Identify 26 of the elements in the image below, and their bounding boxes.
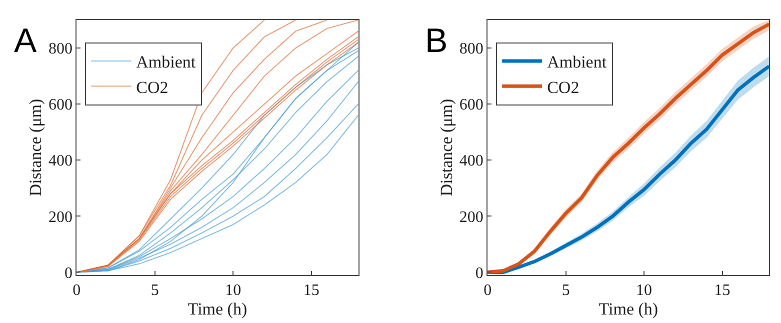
y-tick-label: 800: [48, 40, 72, 58]
y-tick-label: 200: [48, 208, 72, 226]
y-tick-label: 0: [64, 264, 72, 282]
x-tick-label: 5: [150, 282, 159, 300]
x-tick-label: 10: [636, 282, 652, 300]
y-axis-title: Distance (μm): [436, 98, 456, 196]
y-tick-label: 200: [459, 208, 484, 226]
legend-label: Ambient: [547, 52, 607, 72]
legend-label: CO2: [547, 78, 580, 97]
y-tick-label: 600: [459, 96, 484, 114]
y-tick-label: 400: [459, 152, 484, 170]
legend-label: CO2: [136, 78, 168, 97]
y-axis-title: Distance (μm): [26, 98, 46, 196]
y-tick-label: 600: [48, 96, 72, 114]
x-tick-label: 10: [225, 282, 242, 300]
x-tick-label: 15: [714, 282, 730, 300]
x-axis-title: Time (h): [188, 300, 248, 319]
chart-title: A: [14, 22, 37, 60]
y-tick-label: 800: [459, 40, 484, 58]
chart-title: B: [425, 22, 448, 60]
x-tick-label: 15: [303, 282, 320, 300]
x-axis-title: Time (h): [598, 300, 658, 319]
y-tick-label: 0: [475, 264, 484, 282]
y-tick-label: 400: [48, 152, 72, 170]
legend-label: Ambient: [136, 52, 196, 72]
x-tick-label: 5: [562, 282, 570, 300]
